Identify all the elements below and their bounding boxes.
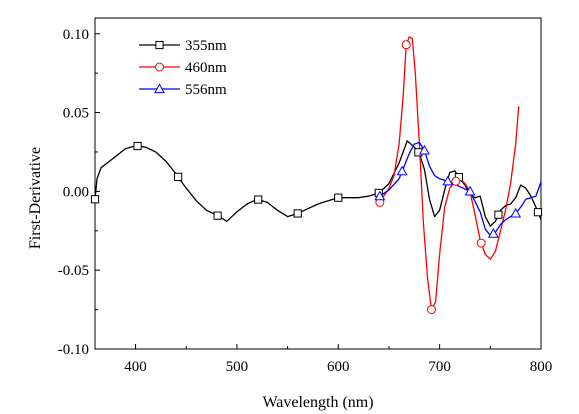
x-tick-label: 500 — [226, 359, 249, 375]
data-point-triangle — [396, 165, 408, 176]
data-point-square — [90, 195, 100, 204]
x-tick-label: 700 — [428, 359, 451, 375]
x-tick-label: 600 — [327, 359, 350, 375]
legend-label: 556nm — [185, 82, 227, 98]
data-point-square — [293, 209, 302, 218]
y-tick-label: 0.00 — [63, 184, 89, 200]
y-tick-label: -0.05 — [58, 263, 89, 279]
data-point-circle — [155, 62, 164, 72]
data-point-triangle — [418, 144, 430, 155]
data-point-circle — [401, 40, 411, 50]
data-point-square — [155, 40, 164, 50]
series-markers — [90, 40, 543, 315]
x-tick-label: 400 — [124, 359, 147, 375]
data-point-circle — [427, 305, 437, 315]
data-point-square — [254, 195, 263, 204]
legend-label: 460nm — [185, 60, 227, 76]
x-axis-ticks: 400 500 600 700 800 — [124, 344, 552, 375]
data-point-triangle — [510, 207, 522, 218]
data-point-square — [334, 193, 343, 202]
series-line-556nm — [379, 141, 542, 237]
legend-label: 355nm — [185, 38, 227, 54]
x-tick-label: 800 — [530, 359, 553, 375]
data-point-square — [174, 172, 183, 181]
y-axis-title: First-Derivative — [27, 147, 44, 249]
series-line-355nm — [94, 140, 542, 227]
y-tick-label: 0.05 — [63, 106, 89, 122]
y-tick-label: 0.10 — [63, 27, 89, 43]
y-axis-ticks: -0.10 -0.05 0.00 0.05 0.10 — [58, 27, 100, 358]
series-lines — [94, 36, 542, 311]
x-axis-title: Wavelength (nm) — [262, 394, 373, 411]
data-point-triangle — [442, 175, 454, 186]
data-point-square — [494, 210, 503, 219]
data-point-circle — [451, 176, 461, 186]
data-point-triangle — [464, 185, 476, 196]
data-point-square — [533, 208, 543, 217]
data-point-circle — [476, 238, 486, 248]
data-point-triangle — [154, 83, 165, 94]
legend: 355nm 460nm 556nm — [139, 38, 227, 98]
y-tick-label: -0.10 — [58, 342, 89, 358]
data-point-square — [133, 141, 142, 151]
data-point-square — [213, 211, 222, 220]
data-point-triangle — [374, 190, 386, 201]
data-point-triangle — [487, 228, 499, 238]
